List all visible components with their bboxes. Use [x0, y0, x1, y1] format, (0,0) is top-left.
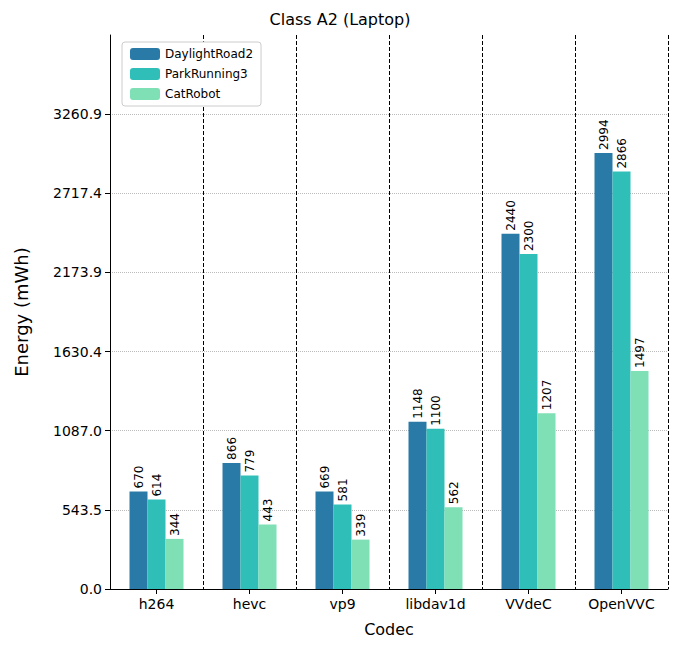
svg-text:562: 562	[447, 481, 461, 504]
svg-text:866: 866	[225, 437, 239, 460]
svg-text:Codec: Codec	[364, 620, 414, 639]
svg-text:1207: 1207	[540, 380, 554, 411]
svg-text:339: 339	[354, 514, 368, 537]
svg-text:DaylightRoad2: DaylightRoad2	[165, 47, 253, 61]
svg-text:2717.4: 2717.4	[53, 185, 102, 201]
svg-text:669: 669	[318, 466, 332, 489]
svg-text:Energy (mWh): Energy (mWh)	[11, 247, 32, 377]
svg-text:h264: h264	[139, 596, 175, 612]
svg-text:CatRobot: CatRobot	[165, 87, 221, 101]
svg-text:3260.9: 3260.9	[53, 106, 102, 122]
svg-text:ParkRunning3: ParkRunning3	[165, 67, 248, 81]
svg-text:581: 581	[336, 478, 350, 501]
svg-text:Class A2 (Laptop): Class A2 (Laptop)	[270, 10, 411, 29]
svg-text:443: 443	[261, 499, 275, 522]
svg-text:1630.4: 1630.4	[53, 344, 102, 360]
svg-text:344: 344	[168, 513, 182, 536]
svg-text:2300: 2300	[522, 220, 536, 251]
svg-text:1087.0: 1087.0	[53, 423, 102, 439]
svg-text:vp9: vp9	[329, 596, 355, 612]
svg-text:779: 779	[243, 450, 257, 473]
svg-text:2440: 2440	[504, 200, 518, 231]
svg-text:614: 614	[150, 474, 164, 497]
svg-text:2173.9: 2173.9	[53, 264, 102, 280]
svg-text:2994: 2994	[597, 119, 611, 150]
svg-text:OpenVVC: OpenVVC	[588, 596, 655, 612]
svg-text:hevc: hevc	[233, 596, 266, 612]
svg-text:VVdeC: VVdeC	[505, 596, 552, 612]
svg-text:543.5: 543.5	[62, 502, 102, 518]
svg-text:1497: 1497	[633, 337, 647, 368]
svg-text:2866: 2866	[615, 138, 629, 169]
svg-text:libdav1d: libdav1d	[405, 596, 465, 612]
svg-text:670: 670	[132, 466, 146, 489]
svg-text:0.0: 0.0	[80, 581, 102, 597]
svg-text:1100: 1100	[429, 395, 443, 426]
svg-text:1148: 1148	[411, 388, 425, 419]
